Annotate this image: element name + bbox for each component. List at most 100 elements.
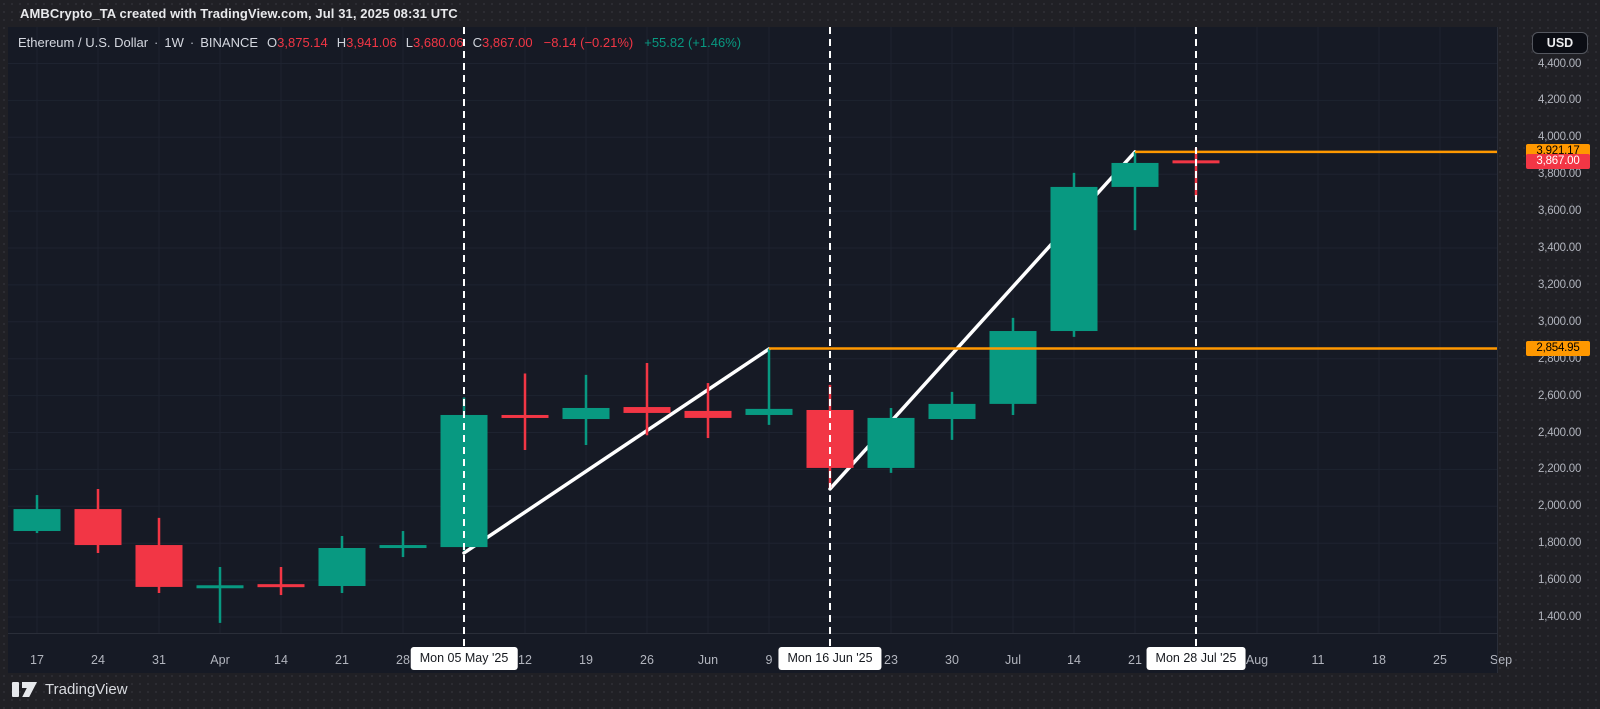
- time-tick-label: Apr: [210, 653, 230, 667]
- vline-date-label[interactable]: Mon 05 May '25: [410, 647, 518, 670]
- price-tick-label: 3,400.00: [1538, 242, 1582, 254]
- legend-separator: ·: [189, 35, 195, 50]
- tradingview-logo[interactable]: TradingView: [12, 676, 128, 702]
- price-tick-label: 3,000.00: [1538, 315, 1582, 328]
- open-value: O3,875.14: [267, 35, 328, 50]
- time-tick-label: 19: [579, 653, 593, 667]
- candle-jul-7[interactable]: [989, 317, 1037, 415]
- trendline-drawing[interactable]: [462, 347, 771, 555]
- candle-body: [74, 509, 122, 546]
- time-tick-label: 24: [91, 653, 105, 667]
- price-tick-label: 1,800.00: [1538, 537, 1582, 550]
- time-tick-label: 26: [640, 653, 654, 667]
- price-tick-label: 1,400.00: [1538, 611, 1582, 623]
- time-tick-label: 31: [152, 653, 166, 667]
- candle-jun-23[interactable]: [867, 407, 915, 473]
- price-tick-label: 3,200.00: [1538, 278, 1582, 291]
- symbol-name: Ethereum / U.S. Dollar: [18, 35, 149, 50]
- candle-mar-17[interactable]: [13, 495, 61, 534]
- candle-jun-9[interactable]: [745, 348, 793, 425]
- vline-date-label[interactable]: Mon 16 Jun '25: [778, 647, 882, 670]
- vertical-line-drawing[interactable]: [1195, 27, 1197, 647]
- candle-body: [623, 407, 671, 413]
- attribution-bar: AMBCrypto_TA created with TradingView.co…: [20, 6, 458, 21]
- candle-body: [562, 407, 610, 420]
- candle-mar-24[interactable]: [74, 488, 122, 553]
- price-tick-label: 3,600.00: [1538, 205, 1582, 218]
- candle-may-19[interactable]: [562, 374, 610, 446]
- candle-body: [989, 331, 1037, 404]
- candle-body: [501, 414, 549, 418]
- candle-body: [745, 408, 793, 415]
- vline-date-label[interactable]: Mon 28 Jul '25: [1146, 647, 1246, 670]
- time-tick-label: Jun: [697, 653, 719, 667]
- time-tick-label: 25: [1433, 653, 1447, 667]
- candle-body: [928, 403, 976, 420]
- time-tick-label: 23: [884, 653, 898, 667]
- support-price-label: 2,854.95: [1526, 341, 1590, 357]
- time-tick-label: 11: [1311, 653, 1325, 667]
- candle-body: [257, 584, 305, 588]
- time-tick-label: Jul: [1005, 653, 1021, 667]
- time-tick-label: 17: [30, 653, 44, 667]
- last-price-label: 3,867.00: [1526, 154, 1590, 170]
- chart-panel[interactable]: Ethereum / U.S. Dollar · 1W · BINANCE O3,875.…: [8, 27, 1512, 673]
- candle-body: [684, 410, 732, 418]
- price-tick-label: 4,200.00: [1538, 94, 1582, 107]
- candle-body: [196, 585, 244, 589]
- time-tick-label: Sep: [1489, 653, 1513, 667]
- candle-body: [318, 547, 366, 587]
- price-tick-label: 2,000.00: [1538, 500, 1582, 513]
- candle-body: [379, 545, 427, 549]
- vertical-line-drawing[interactable]: [829, 27, 831, 647]
- price-tick-label: 2,400.00: [1538, 426, 1582, 439]
- price-tick-label: 4,400.00: [1538, 57, 1582, 70]
- price-axis[interactable]: USD 4,400.00 4,200.00 4,000.00 3,800.00 3,60…: [1497, 27, 1600, 673]
- candle-body: [1050, 186, 1098, 332]
- candle-jul-21[interactable]: [1111, 151, 1159, 231]
- currency-toggle-button[interactable]: USD: [1532, 32, 1588, 54]
- time-tick-label: 14: [1067, 653, 1081, 667]
- tradingview-icon: [12, 682, 37, 697]
- candle-apr-28[interactable]: [379, 531, 427, 558]
- candle-jul-14[interactable]: [1050, 172, 1098, 337]
- symbol-legend: Ethereum / U.S. Dollar · 1W · BINANCE O3,875.…: [18, 35, 741, 50]
- price-tick-label: 2,200.00: [1538, 463, 1582, 476]
- candle-may-26[interactable]: [623, 362, 671, 436]
- exchange-label: BINANCE: [200, 35, 259, 50]
- legend-separator: ·: [154, 35, 159, 50]
- price-tick-label: 3,800.00: [1538, 168, 1582, 181]
- time-tick-label: 18: [1372, 653, 1386, 667]
- close-value: C3,867.00: [472, 35, 533, 50]
- candle-mar-31[interactable]: [135, 517, 183, 594]
- time-tick-label: 12: [518, 653, 532, 667]
- change-week: −8.14 (−0.21%): [543, 35, 634, 50]
- time-tick-label: Aug: [1245, 653, 1269, 667]
- time-axis[interactable]: 17 24 31 Apr 14 21 28 12 19 26 Jun 9 23 30 Jul 14 21 Aug 1…: [8, 633, 1512, 673]
- price-tick-label: 1,600.00: [1538, 574, 1582, 587]
- candle-apr-14[interactable]: [257, 567, 305, 596]
- low-value: L3,680.06: [405, 35, 464, 50]
- vertical-line-drawing[interactable]: [463, 27, 465, 647]
- candle-may-12[interactable]: [501, 373, 549, 451]
- time-tick-label: 28: [396, 653, 410, 667]
- change-52w: +55.82 (+1.46%): [644, 35, 742, 50]
- candle-jun-30[interactable]: [928, 391, 976, 440]
- time-tick-label: 9: [765, 653, 773, 667]
- price-tick-label: 4,000.00: [1538, 131, 1582, 144]
- time-tick-label: 21: [335, 653, 349, 667]
- candlestick-plot[interactable]: [8, 27, 1497, 633]
- candle-apr-7[interactable]: [196, 567, 244, 623]
- time-tick-label: 30: [945, 653, 959, 667]
- candle-body: [867, 417, 915, 468]
- high-value: H3,941.06: [336, 35, 397, 50]
- interval-label: 1W: [164, 35, 184, 50]
- price-tick-label: 2,600.00: [1538, 389, 1582, 402]
- attribution-text: AMBCrypto_TA created with TradingView.co…: [20, 6, 458, 21]
- candle-body: [135, 545, 183, 587]
- tradingview-brand-text: TradingView: [45, 680, 128, 698]
- time-tick-label: 21: [1128, 653, 1142, 667]
- candle-jun-2[interactable]: [684, 383, 732, 439]
- candle-apr-21[interactable]: [318, 536, 366, 594]
